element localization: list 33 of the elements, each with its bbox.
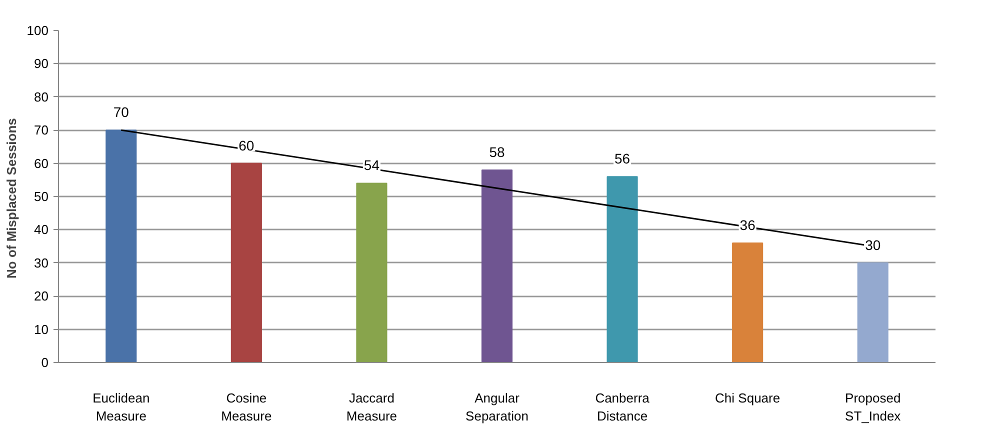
y-tick-label: 90 (34, 56, 49, 72)
x-tick-label: Cosine Measure (221, 390, 272, 424)
y-tick-label: 50 (34, 189, 49, 204)
bar (732, 242, 764, 362)
x-tick-label: Proposed ST_Index (845, 390, 902, 424)
data-label: 30 (865, 236, 881, 253)
bar (606, 176, 638, 362)
data-label: 36 (740, 216, 756, 233)
y-tick-label: 40 (34, 222, 49, 238)
y-axis-title: No of Misplaced Sessions (4, 118, 19, 278)
bar (857, 262, 888, 362)
x-tick-label: Jaccard Measure (346, 390, 398, 424)
y-tick-label: 60 (34, 156, 49, 171)
x-tick-label: Chi Square (715, 390, 780, 406)
bar (356, 182, 388, 362)
x-tick-label: Euclidean Measure (92, 390, 150, 424)
data-label: 56 (614, 150, 630, 167)
data-label: 58 (489, 144, 505, 160)
bar (230, 162, 262, 362)
x-tick-label: Angular Separation (466, 390, 528, 424)
bar (481, 169, 513, 362)
data-label: 54 (364, 157, 380, 174)
y-tick-label: 10 (34, 322, 49, 337)
bar (106, 130, 137, 362)
y-tick-label: 80 (34, 89, 49, 104)
y-tick-label: 20 (34, 288, 49, 304)
data-label: 60 (238, 137, 254, 154)
data-label: 70 (113, 104, 130, 120)
y-tick-label: 30 (34, 255, 49, 270)
x-tick-label: Canberra Distance (595, 390, 650, 424)
y-tick-label: 70 (34, 122, 49, 138)
y-tick-label: 100 (26, 23, 49, 38)
y-tick-label: 0 (41, 355, 49, 370)
